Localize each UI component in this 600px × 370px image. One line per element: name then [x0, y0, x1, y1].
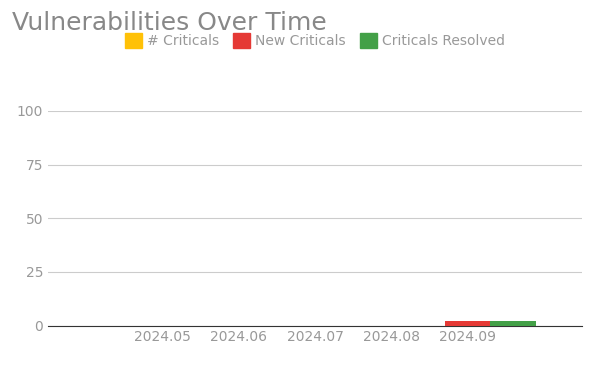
Bar	[445, 321, 490, 326]
Text: Vulnerabilities Over Time: Vulnerabilities Over Time	[12, 11, 327, 35]
Legend: # Criticals, New Criticals, Criticals Resolved: # Criticals, New Criticals, Criticals Re…	[119, 28, 511, 54]
Bar	[490, 321, 536, 326]
